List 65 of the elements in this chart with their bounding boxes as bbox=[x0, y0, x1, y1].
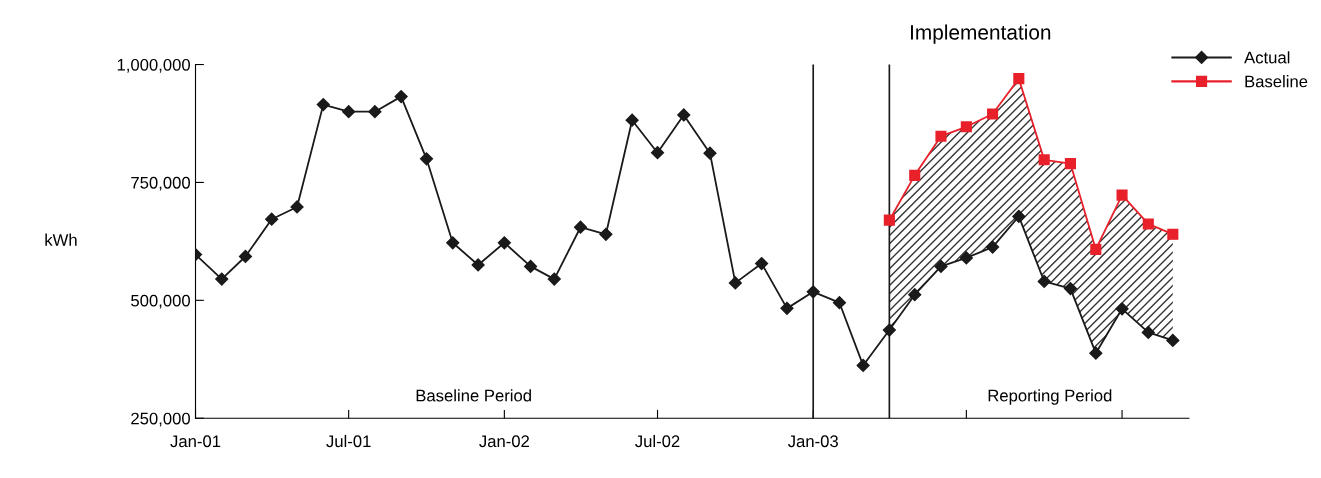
point bbox=[599, 227, 613, 241]
point bbox=[1115, 302, 1129, 316]
point bbox=[1142, 218, 1154, 230]
chart-title: Implementation bbox=[911, 24, 1051, 44]
point bbox=[909, 169, 921, 181]
point bbox=[1064, 158, 1076, 170]
point bbox=[215, 272, 229, 286]
point bbox=[265, 212, 279, 226]
point bbox=[523, 259, 538, 273]
point bbox=[935, 130, 947, 142]
annotation: Baseline Period bbox=[416, 389, 531, 402]
point bbox=[497, 236, 511, 250]
point bbox=[471, 258, 485, 272]
y-tick-label: 250,000 bbox=[131, 412, 190, 427]
point bbox=[290, 200, 304, 214]
point bbox=[987, 108, 999, 120]
point bbox=[573, 220, 588, 234]
y-tick-label: 750,000 bbox=[131, 176, 190, 191]
point bbox=[1089, 346, 1103, 360]
point bbox=[368, 105, 382, 119]
point bbox=[959, 251, 973, 265]
point bbox=[1166, 333, 1180, 348]
point bbox=[650, 146, 665, 160]
point bbox=[547, 272, 561, 286]
legend-label: Actual bbox=[1244, 51, 1290, 64]
point bbox=[1116, 189, 1128, 201]
point bbox=[755, 256, 769, 271]
point bbox=[316, 98, 330, 112]
point bbox=[832, 296, 847, 310]
point bbox=[394, 90, 408, 104]
point bbox=[1167, 228, 1179, 240]
point bbox=[677, 108, 691, 122]
point bbox=[960, 121, 972, 133]
point bbox=[703, 146, 717, 160]
point bbox=[1063, 281, 1078, 296]
point bbox=[1038, 154, 1050, 166]
point bbox=[934, 259, 948, 273]
point bbox=[419, 152, 434, 166]
point bbox=[1013, 73, 1025, 85]
point bbox=[780, 301, 794, 315]
point bbox=[1012, 209, 1026, 223]
point bbox=[883, 214, 895, 226]
x-tick-label: Jul-02 bbox=[635, 434, 680, 448]
point bbox=[238, 249, 253, 264]
y-tick-label: 1,000,000 bbox=[117, 58, 190, 73]
point bbox=[806, 285, 820, 299]
point bbox=[856, 358, 870, 373]
y-tick-label: 500,000 bbox=[131, 294, 190, 309]
point bbox=[986, 240, 1000, 254]
x-tick-label: Jan-03 bbox=[787, 435, 838, 448]
point bbox=[908, 288, 922, 302]
point bbox=[882, 323, 896, 337]
point bbox=[342, 105, 356, 119]
annotation: Reporting Period bbox=[988, 389, 1112, 405]
point bbox=[625, 113, 639, 127]
legend-label: Baseline bbox=[1245, 75, 1308, 88]
point bbox=[446, 236, 460, 250]
y-axis-title: kWh bbox=[45, 233, 77, 246]
point bbox=[1037, 274, 1051, 289]
point bbox=[1090, 243, 1102, 255]
x-tick-label: Jan-01 bbox=[170, 435, 221, 448]
point bbox=[728, 276, 742, 290]
x-tick-label: Jul-01 bbox=[326, 434, 371, 448]
x-tick-label: Jan-02 bbox=[479, 435, 529, 448]
point bbox=[1141, 325, 1155, 340]
